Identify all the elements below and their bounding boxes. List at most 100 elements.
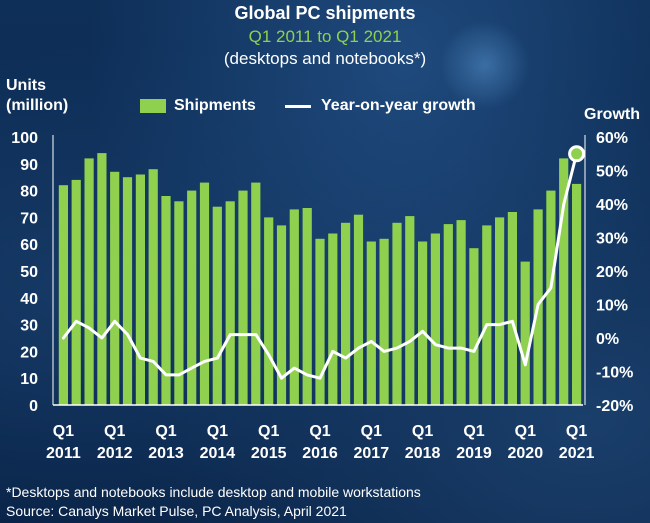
x-tick-quarter-label: Q1 xyxy=(361,423,382,440)
shipment-bar xyxy=(122,177,133,405)
shipment-bar xyxy=(225,201,235,405)
x-tick-year-label: 2020 xyxy=(508,445,544,462)
right-tick-label: 60% xyxy=(596,130,628,147)
legend-item-shipments: Shipments xyxy=(140,96,256,116)
shipment-bar xyxy=(71,179,81,405)
growth-line xyxy=(61,152,579,380)
shipment-bar xyxy=(315,238,325,405)
shipment-bar xyxy=(379,238,389,405)
shipment-bar xyxy=(238,190,248,405)
x-tick-year-label: 2014 xyxy=(200,445,236,462)
x-tick-year-label: 2013 xyxy=(148,445,184,462)
shipment-bar xyxy=(482,225,492,405)
x-tick-quarter-label: Q1 xyxy=(207,423,228,440)
left-tick-label: 10 xyxy=(20,371,38,388)
shipment-bar xyxy=(110,171,120,405)
x-tick-year-label: 2016 xyxy=(302,445,338,462)
left-tick-label: 90 xyxy=(20,157,38,174)
right-tick-label: -10% xyxy=(596,365,633,382)
legend-shipments-label: Shipments xyxy=(174,97,256,114)
shipment-bar xyxy=(572,183,582,405)
x-tick-year-label: 2015 xyxy=(251,445,287,462)
shipment-bar xyxy=(495,217,505,405)
left-axis-label-line2: (million) xyxy=(6,97,69,114)
right-tick-label: -20% xyxy=(596,398,633,415)
shipment-bar xyxy=(264,217,274,405)
legend-bar-swatch xyxy=(140,99,166,113)
right-tick-label: 40% xyxy=(596,197,628,214)
shipment-bar xyxy=(392,222,402,405)
shipment-bar xyxy=(289,209,299,405)
left-tick-label: 30 xyxy=(20,318,38,335)
shipment-bar xyxy=(405,216,415,405)
x-tick-quarter-label: Q1 xyxy=(258,423,279,440)
chart-subtitle-note: (desktops and notebooks*) xyxy=(223,49,427,68)
x-tick-quarter-label: Q1 xyxy=(309,423,330,440)
shipment-bar xyxy=(187,190,197,405)
shipment-bar xyxy=(199,182,210,405)
x-tick-year-label: 2011 xyxy=(46,445,81,462)
right-tick-label: 50% xyxy=(596,164,628,181)
x-tick-quarter-label: Q1 xyxy=(53,423,74,440)
right-tick-label: 10% xyxy=(596,298,628,315)
shipment-bar xyxy=(148,169,158,405)
left-tick-label: 70 xyxy=(20,210,38,227)
shipment-bar xyxy=(302,208,312,405)
chart-title: Global PC shipments xyxy=(234,3,416,23)
x-tick-year-label: 2017 xyxy=(354,445,390,462)
x-tick-quarter-label: Q1 xyxy=(515,423,536,440)
shipment-bar xyxy=(328,233,338,405)
source-note: Source: Canalys Market Pulse, PC Analysi… xyxy=(6,503,347,519)
right-tick-label: 0% xyxy=(596,331,619,348)
x-tick-year-label: 2021 xyxy=(559,445,595,462)
growth-highlight-marker xyxy=(568,145,586,163)
x-tick-quarter-label: Q1 xyxy=(104,423,125,440)
x-tick-year-label: 2018 xyxy=(405,445,441,462)
shipment-bar xyxy=(135,174,145,405)
shipment-bar xyxy=(212,206,222,405)
x-tick-quarter-label: Q1 xyxy=(463,423,484,440)
shipment-bar xyxy=(443,224,453,405)
left-tick-label: 60 xyxy=(20,237,38,254)
left-axis-label: Units (million) xyxy=(6,76,68,116)
left-tick-label: 0 xyxy=(29,398,38,415)
x-tick-year-label: 2012 xyxy=(97,445,133,462)
left-tick-label: 100 xyxy=(11,130,38,147)
shipment-bar xyxy=(430,233,440,405)
background-glow xyxy=(440,20,530,110)
legend-item-growth: Year-on-year growth xyxy=(285,96,476,116)
shipment-bar xyxy=(251,182,261,405)
shipment-bar xyxy=(546,190,556,405)
shipment-bar xyxy=(559,158,569,405)
shipment-bar xyxy=(353,214,364,405)
x-tick-year-label: 2019 xyxy=(456,445,492,462)
left-tick-label: 80 xyxy=(20,184,38,201)
x-tick-quarter-label: Q1 xyxy=(412,423,433,440)
x-tick-quarter-label: Q1 xyxy=(566,423,587,440)
right-tick-label: 20% xyxy=(596,264,628,281)
shipment-bar xyxy=(341,222,351,405)
legend-growth-label: Year-on-year growth xyxy=(321,97,476,114)
chart-subtitle: Q1 2011 to Q1 2021 xyxy=(248,27,402,46)
shipment-bar xyxy=(366,241,376,405)
shipment-bar xyxy=(161,196,171,405)
shipment-bar xyxy=(456,220,466,405)
shipment-bar xyxy=(507,212,517,405)
left-tick-label: 50 xyxy=(20,264,38,281)
shipment-bar xyxy=(418,241,428,405)
right-axis-label: Growth xyxy=(584,106,640,123)
shipment-bar xyxy=(276,225,287,405)
legend-line-swatch xyxy=(285,104,311,108)
right-tick-label: 30% xyxy=(596,231,628,248)
shipment-bar xyxy=(469,248,479,405)
shipment-bar xyxy=(84,158,94,405)
left-axis-label-line1: Units xyxy=(6,77,46,94)
shipment-bar xyxy=(97,153,107,405)
left-tick-label: 20 xyxy=(20,344,38,361)
shipment-bar xyxy=(58,185,68,405)
footnote: *Desktops and notebooks include desktop … xyxy=(6,484,421,500)
shipment-bar xyxy=(520,261,530,405)
shipment-bar xyxy=(174,201,184,405)
